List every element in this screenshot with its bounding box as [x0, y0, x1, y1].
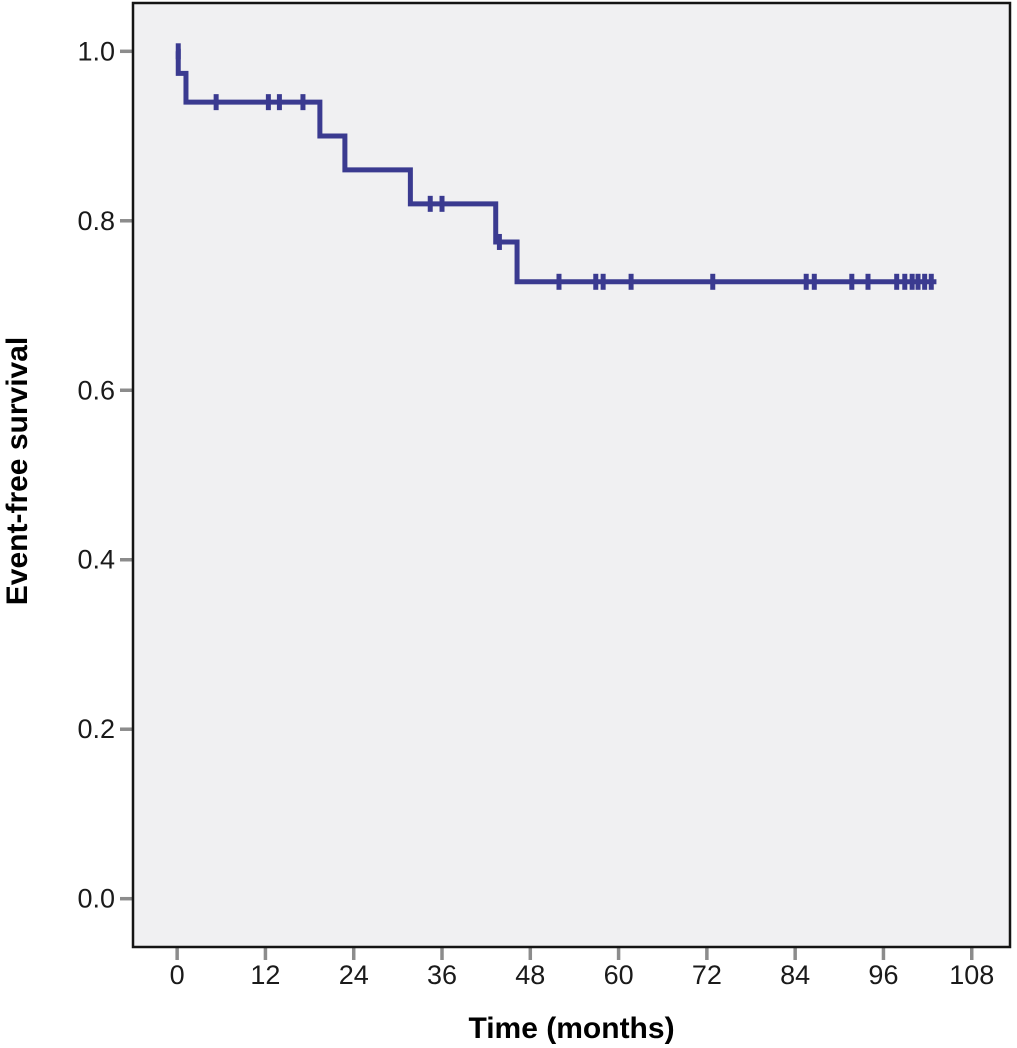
x-axis-tick-label: 72 [692, 960, 722, 990]
y-axis-title: Event-free survival [1, 337, 34, 605]
censor-tick [496, 233, 502, 250]
y-axis-tick-label: 0.4 [77, 545, 115, 575]
censor-tick [909, 273, 915, 290]
censor-tick [902, 273, 908, 290]
x-axis-tick-label: 60 [604, 960, 634, 990]
censor-tick [593, 273, 599, 290]
x-axis-tick-label: 36 [427, 960, 457, 990]
x-axis-tick-label: 84 [780, 960, 810, 990]
x-axis-tick-label: 0 [170, 960, 185, 990]
y-axis-tick-label: 0.8 [77, 206, 115, 236]
censor-tick [928, 273, 934, 290]
x-axis-tick-label: 48 [515, 960, 545, 990]
censor-tick [300, 94, 306, 111]
censor-tick [265, 94, 271, 111]
x-axis-tick-label: 96 [868, 960, 898, 990]
x-axis-tick-label: 108 [949, 960, 994, 990]
censor-tick [922, 273, 928, 290]
x-axis-title: Time (months) [468, 1012, 674, 1045]
censor-tick [628, 273, 634, 290]
censor-tick [276, 94, 282, 111]
plot-frame [131, 1, 1012, 949]
plot-area [133, 3, 1010, 947]
y-axis-tick-label: 0.0 [77, 884, 115, 914]
x-axis: 0 12 24 36 48 60 72 84 96 108 [170, 947, 994, 990]
y-axis-tick-label: 0.2 [77, 714, 115, 744]
censor-tick [175, 43, 181, 60]
x-axis-tick-label: 24 [339, 960, 369, 990]
y-axis-tick-label: 0.6 [77, 375, 115, 405]
censor-tick [811, 273, 817, 290]
censor-tick [600, 273, 606, 290]
survival-curve [175, 48, 937, 285]
censor-tick [427, 195, 433, 212]
x-axis-tick-label: 12 [250, 960, 280, 990]
censor-tick [803, 273, 809, 290]
censor-tick [849, 273, 855, 290]
censor-tick [915, 273, 921, 290]
censor-tick [213, 94, 219, 111]
censor-tick [556, 273, 562, 290]
censor-tick [439, 195, 445, 212]
censor-tick [710, 273, 716, 290]
y-axis-tick-label: 1.0 [77, 36, 115, 66]
y-axis: 0.0 0.2 0.4 0.6 0.8 1.0 [77, 36, 133, 914]
censor-tick [865, 273, 871, 290]
censor-marks [175, 43, 934, 290]
censor-tick [894, 273, 900, 290]
